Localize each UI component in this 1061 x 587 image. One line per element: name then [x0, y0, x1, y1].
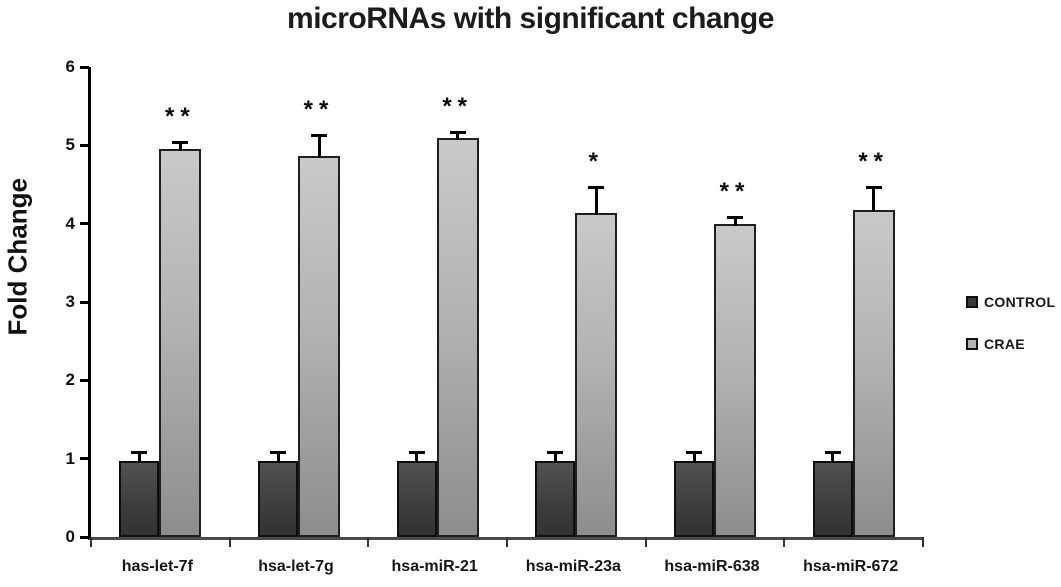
y-tick-label: 1 — [65, 448, 75, 468]
y-tick-label: 3 — [65, 292, 75, 311]
x-axis-label-hsa-let-7g: hsa-let-7g — [258, 558, 334, 575]
error-bar-cap — [131, 451, 148, 455]
error-bar-cap — [824, 451, 841, 455]
x-axis-tick — [783, 537, 786, 547]
error-bar — [137, 453, 141, 464]
error-bar — [317, 135, 321, 158]
legend-item-control: CONTROL — [966, 294, 1055, 310]
y-tick-label: 5 — [65, 135, 75, 155]
bar-control-hsa-miR-638 — [674, 461, 714, 537]
y-axis-tick — [80, 65, 89, 69]
x-axis-tick — [922, 537, 924, 547]
crae-swatch-icon — [966, 338, 978, 350]
error-bar-cap — [686, 451, 702, 455]
control-swatch-icon — [966, 296, 978, 308]
error-bar — [553, 453, 557, 464]
error-bar-cap — [408, 451, 425, 455]
y-axis-tick — [80, 457, 89, 461]
legend: CONTROL CRAE — [966, 294, 1055, 378]
bar-crae-has-let-7f — [159, 149, 202, 537]
bar-control-hsa-miR-21 — [396, 461, 437, 537]
y-axis-tick — [80, 535, 89, 539]
bar-crae-hsa-miR-21 — [436, 137, 479, 537]
x-axis-tick — [506, 537, 508, 547]
error-bar — [415, 453, 419, 464]
y-axis-tick — [80, 222, 89, 226]
legend-label-crae: CRAE — [984, 336, 1025, 352]
bar-crae-hsa-miR-672 — [852, 209, 895, 537]
bar-control-hsa-let-7g — [258, 461, 298, 537]
error-bar-cap — [547, 451, 564, 455]
error-bar-cap — [449, 130, 466, 134]
bar-control-hsa-miR-23a — [535, 461, 576, 537]
error-bar-cap — [588, 186, 605, 190]
bar-control-has-let-7f — [119, 461, 160, 537]
bar-crae-hsa-let-7g — [298, 155, 340, 537]
error-bar — [831, 453, 835, 464]
plot-area: 0 1 2 3 4 5 6 ** ** ** * ** ** — [66, 57, 924, 547]
y-tick-label: 0 — [65, 527, 75, 546]
x-axis-tick — [367, 537, 370, 547]
y-axis-tick — [80, 143, 89, 147]
error-bar — [733, 218, 737, 226]
x-axis-tick — [644, 537, 647, 547]
error-bar — [692, 453, 696, 464]
significance-stars: ** — [303, 95, 335, 123]
significance-stars: ** — [719, 178, 751, 206]
error-bar-cap — [865, 186, 882, 190]
y-tick-label: 2 — [65, 370, 75, 390]
y-axis-title: Fold Change — [2, 178, 33, 336]
x-axis-tick — [90, 537, 92, 547]
x-axis-label-hsa-miR-23a: hsa-miR-23a — [525, 558, 621, 575]
significance-stars: ** — [858, 148, 889, 176]
legend-label-control: CONTROL — [984, 294, 1056, 310]
x-axis-label-has-let-7f: has-let-7f — [121, 558, 193, 575]
error-bar — [594, 188, 598, 216]
x-axis-tick — [228, 537, 231, 547]
x-axis-label-hsa-miR-21: hsa-miR-21 — [391, 558, 478, 575]
y-axis-tick — [80, 378, 89, 382]
bar-control-hsa-miR-672 — [812, 461, 853, 537]
significance-stars: ** — [164, 102, 196, 130]
error-bar-cap — [270, 451, 286, 455]
chart-title: microRNAs with significant change — [287, 2, 774, 35]
bar-crae-hsa-miR-638 — [714, 223, 756, 537]
error-bar-cap — [172, 140, 189, 144]
x-axis-label-hsa-miR-638: hsa-miR-638 — [664, 558, 760, 575]
bar-crae-hsa-miR-23a — [575, 213, 618, 537]
significance-stars: * — [588, 148, 604, 176]
error-bar-cap — [727, 216, 743, 220]
x-axis-label-hsa-miR-672: hsa-miR-672 — [803, 558, 899, 575]
error-bar-cap — [311, 133, 327, 137]
y-tick-label: 6 — [65, 57, 75, 76]
y-axis-tick — [80, 300, 89, 304]
error-bar — [872, 188, 876, 212]
legend-item-crae: CRAE — [966, 336, 1055, 352]
y-tick-label: 4 — [65, 213, 75, 233]
significance-stars: ** — [442, 92, 473, 120]
error-bar — [178, 142, 182, 152]
error-bar — [276, 453, 280, 464]
error-bar — [456, 132, 460, 140]
